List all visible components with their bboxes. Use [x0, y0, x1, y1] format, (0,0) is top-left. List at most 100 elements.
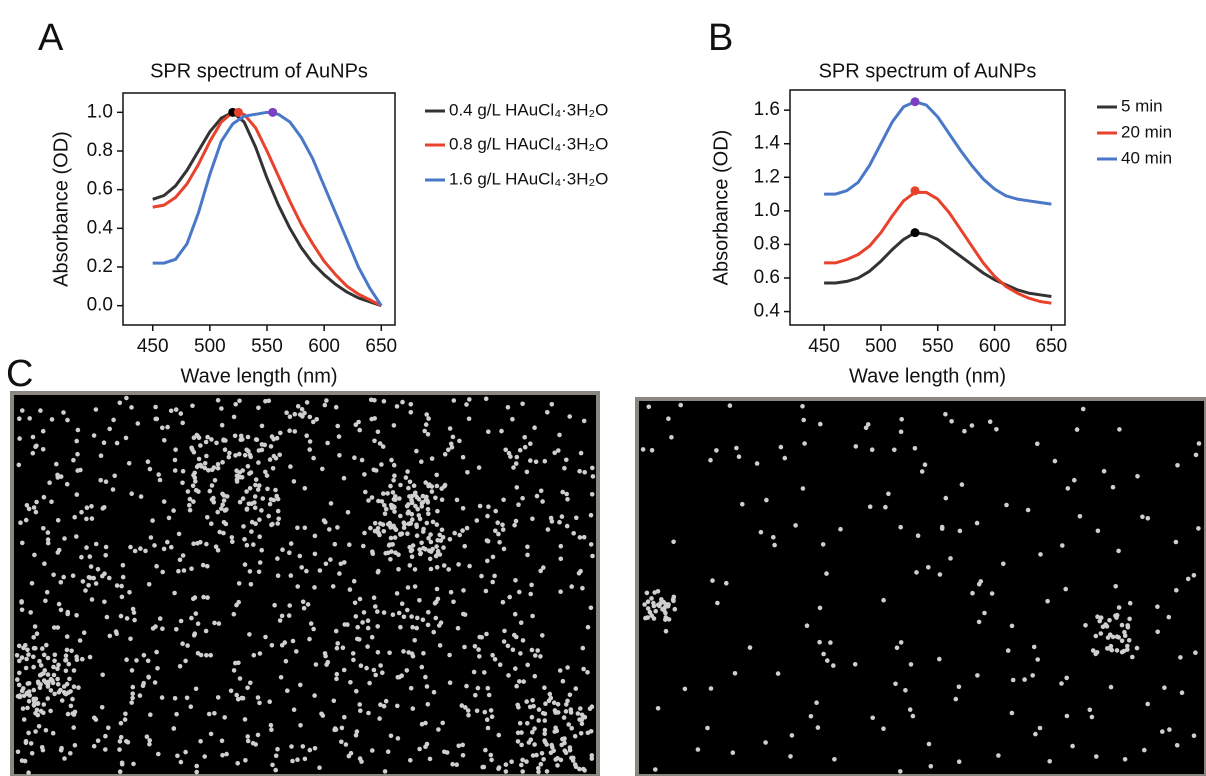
- particle: [569, 584, 574, 589]
- particle: [852, 662, 858, 667]
- particle: [146, 582, 152, 587]
- particle: [801, 417, 806, 423]
- particle: [476, 465, 482, 470]
- particle: [434, 586, 440, 592]
- particle: [423, 480, 429, 485]
- particle: [474, 708, 480, 714]
- particle: [937, 656, 942, 662]
- particle: [120, 562, 126, 568]
- particle: [123, 711, 128, 717]
- y-tick-label: 0.8: [87, 140, 113, 161]
- particle: [486, 692, 492, 698]
- particle: [147, 466, 153, 472]
- particle: [1108, 684, 1114, 690]
- particle: [483, 588, 489, 594]
- particle: [132, 617, 137, 623]
- particle: [370, 748, 375, 753]
- particle: [451, 599, 456, 605]
- particle: [27, 416, 32, 421]
- particle: [287, 550, 292, 555]
- particle: [385, 522, 391, 527]
- particle: [41, 702, 47, 707]
- particle: [1098, 631, 1104, 636]
- legend-label: 0.8 g/L HAuCl₄·3H₂O: [449, 134, 608, 153]
- particle: [241, 524, 246, 529]
- particle: [191, 541, 196, 546]
- particle: [488, 752, 494, 758]
- particle: [1117, 427, 1122, 432]
- particle: [45, 655, 51, 661]
- particle: [184, 695, 190, 701]
- particle: [305, 602, 311, 607]
- particle: [987, 419, 993, 425]
- particle: [926, 741, 932, 747]
- particle: [288, 573, 294, 578]
- particle: [17, 670, 22, 676]
- particle: [388, 557, 393, 562]
- particle: [524, 699, 529, 704]
- particle: [649, 596, 654, 601]
- particle: [375, 526, 381, 531]
- particle: [419, 664, 425, 670]
- particle: [357, 702, 363, 707]
- legend-label: 0.4 g/L HAuCl₄·3H₂O: [449, 100, 608, 119]
- particle: [708, 686, 714, 691]
- particle: [417, 547, 422, 552]
- particle: [178, 759, 184, 765]
- particle: [80, 656, 85, 662]
- particle: [479, 573, 484, 579]
- particle: [375, 529, 381, 535]
- particle: [451, 398, 457, 403]
- particle: [1116, 548, 1121, 554]
- particle: [573, 686, 579, 691]
- particle: [926, 565, 931, 570]
- particle: [493, 508, 499, 514]
- particle: [34, 443, 39, 449]
- particle: [231, 414, 237, 420]
- particle: [572, 762, 578, 767]
- particle: [148, 535, 154, 540]
- particle: [502, 628, 507, 634]
- particle: [270, 521, 275, 527]
- particle: [382, 769, 388, 774]
- particle: [102, 571, 107, 576]
- particle: [1077, 514, 1083, 519]
- particle: [549, 402, 555, 407]
- particle: [292, 429, 298, 434]
- particle: [431, 629, 437, 635]
- particle: [394, 591, 400, 596]
- particle: [48, 688, 54, 693]
- particle: [93, 581, 99, 586]
- particle: [1178, 655, 1183, 660]
- particle: [405, 607, 410, 613]
- particle: [949, 419, 954, 424]
- particle: [513, 666, 518, 671]
- particle: [160, 425, 165, 431]
- particle: [77, 638, 83, 643]
- particle: [83, 588, 88, 593]
- particle: [524, 469, 530, 475]
- particle: [398, 482, 403, 488]
- particle: [419, 504, 425, 509]
- particle: [328, 557, 333, 562]
- particle: [180, 468, 186, 474]
- particle: [585, 624, 591, 630]
- particle: [485, 513, 490, 519]
- particle: [511, 465, 516, 470]
- particle: [1022, 677, 1027, 682]
- particle: [1127, 600, 1133, 606]
- particle: [237, 451, 242, 457]
- particle: [497, 540, 502, 545]
- particle: [189, 566, 194, 571]
- particle: [331, 698, 337, 704]
- particle: [267, 501, 273, 507]
- particle: [410, 706, 416, 711]
- particle: [62, 536, 67, 541]
- particle: [652, 590, 657, 595]
- particle: [37, 658, 42, 664]
- particle: [1038, 552, 1043, 557]
- particle: [1174, 743, 1180, 748]
- particle: [1063, 586, 1068, 592]
- peak-marker: [910, 186, 920, 196]
- particle: [106, 725, 111, 731]
